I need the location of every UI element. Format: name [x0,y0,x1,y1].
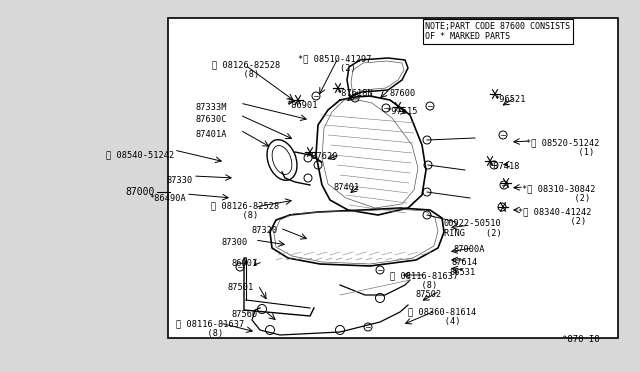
Text: *Ⓢ 08520-51242
          (1): *Ⓢ 08520-51242 (1) [526,138,600,157]
Text: Ⓑ 08126-82528
      (8): Ⓑ 08126-82528 (8) [211,201,279,220]
Text: 87600: 87600 [390,89,416,98]
Bar [168,18,618,338]
Text: 87560: 87560 [231,310,257,319]
Text: Ⓑ 08126-82528
      (8): Ⓑ 08126-82528 (8) [212,60,280,79]
Text: Ⓑ 08116-81637
      (8): Ⓑ 08116-81637 (8) [390,271,458,291]
Text: 87333M: 87333M [196,103,227,112]
Text: 87502: 87502 [416,290,442,299]
Text: 87630C: 87630C [196,115,227,124]
Text: *Ⓢ 08310-30842
          (2): *Ⓢ 08310-30842 (2) [522,184,595,203]
Text: 87300: 87300 [222,238,248,247]
Text: 87000A: 87000A [453,245,484,254]
Text: 00922-50510
RING    (2): 00922-50510 RING (2) [444,219,502,238]
Text: 87330: 87330 [167,176,193,185]
Text: Ⓑ 08116-81637
      (8): Ⓑ 08116-81637 (8) [176,319,244,339]
Text: 87401: 87401 [334,183,360,192]
Text: *Ⓢ 08510-41297
        (2): *Ⓢ 08510-41297 (2) [298,54,371,73]
Text: *86901: *86901 [286,101,317,110]
Text: *87618N: *87618N [336,89,372,98]
Text: 87000: 87000 [125,187,155,197]
Text: Ⓢ 08540-51242: Ⓢ 08540-51242 [106,150,174,159]
Text: 87501: 87501 [228,283,254,292]
Text: *87418: *87418 [488,162,520,171]
Text: *97615: *97615 [386,107,417,116]
Text: *87620: *87620 [306,152,337,161]
Text: NOTE;PART CODE 87600 CONSISTS
OF * MARKED PARTS: NOTE;PART CODE 87600 CONSISTS OF * MARKE… [425,22,570,41]
Text: 86901: 86901 [232,259,259,268]
Text: ^870 I0: ^870 I0 [563,335,600,344]
Text: *96521: *96521 [494,95,525,104]
Text: 86531: 86531 [449,268,476,277]
Text: Ⓢ 08360-81614
       (4): Ⓢ 08360-81614 (4) [408,307,476,326]
Text: *86490A: *86490A [149,194,186,203]
Text: 87614: 87614 [451,258,477,267]
Text: 87401A: 87401A [196,130,227,139]
Text: 87320: 87320 [252,226,278,235]
Text: *Ⓢ 08340-41242
          (2): *Ⓢ 08340-41242 (2) [518,207,591,227]
